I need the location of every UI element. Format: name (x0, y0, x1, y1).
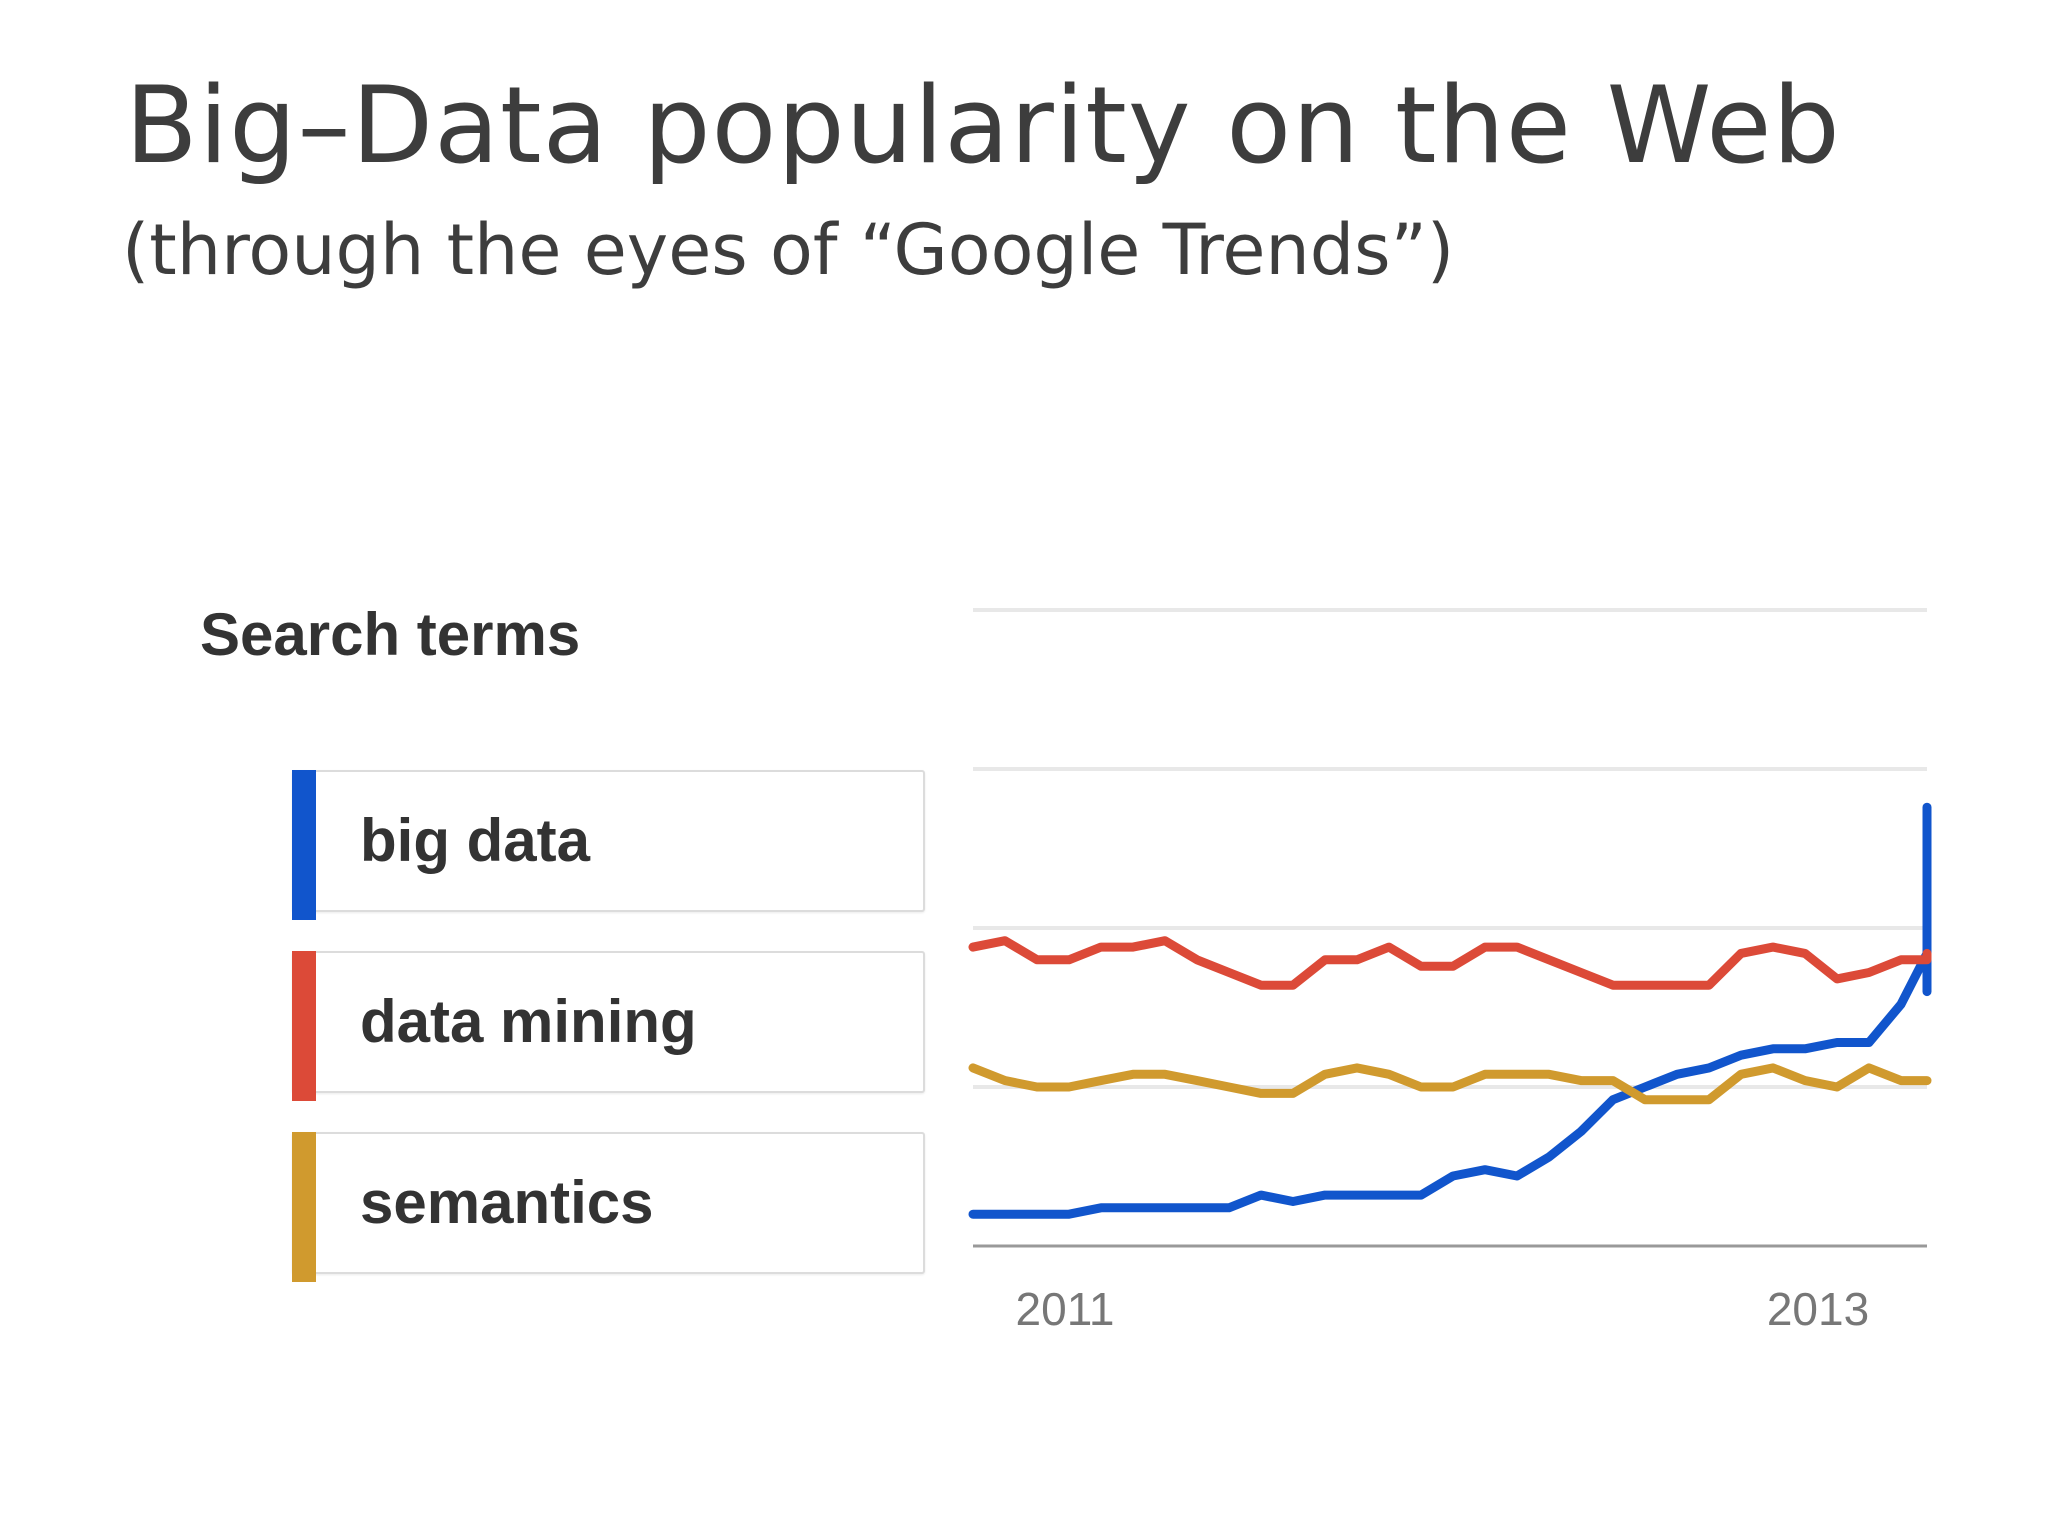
page-title: Big–Data popularity on the Web (125, 64, 1841, 187)
search-term-label: semantics (360, 1169, 654, 1236)
search-term-data-mining[interactable]: data mining (292, 951, 925, 1101)
x-tick-label: 2011 (1016, 1283, 1115, 1335)
search-term-big-data[interactable]: big data (292, 770, 925, 920)
series-color-swatch (292, 770, 316, 920)
x-tick-label: 2013 (1767, 1283, 1869, 1335)
series-line-big-data (968, 802, 1932, 1219)
search-term-label: data mining (360, 988, 697, 1055)
series-color-swatch (292, 951, 316, 1101)
search-term-label: big data (360, 807, 591, 874)
chart-gridlines (973, 608, 1927, 1248)
series-line-semantics (968, 1063, 1932, 1105)
page-subtitle: (through the eyes of “Google Trends”) (122, 209, 1455, 291)
series-line-data-mining (968, 936, 1932, 990)
series-color-swatch (292, 1132, 316, 1282)
search-terms-heading: Search terms (200, 601, 581, 668)
chart-series (968, 802, 1932, 1219)
search-term-semantics[interactable]: semantics (292, 1132, 925, 1282)
chart-x-axis: 2011 2013 (1016, 1283, 1870, 1335)
